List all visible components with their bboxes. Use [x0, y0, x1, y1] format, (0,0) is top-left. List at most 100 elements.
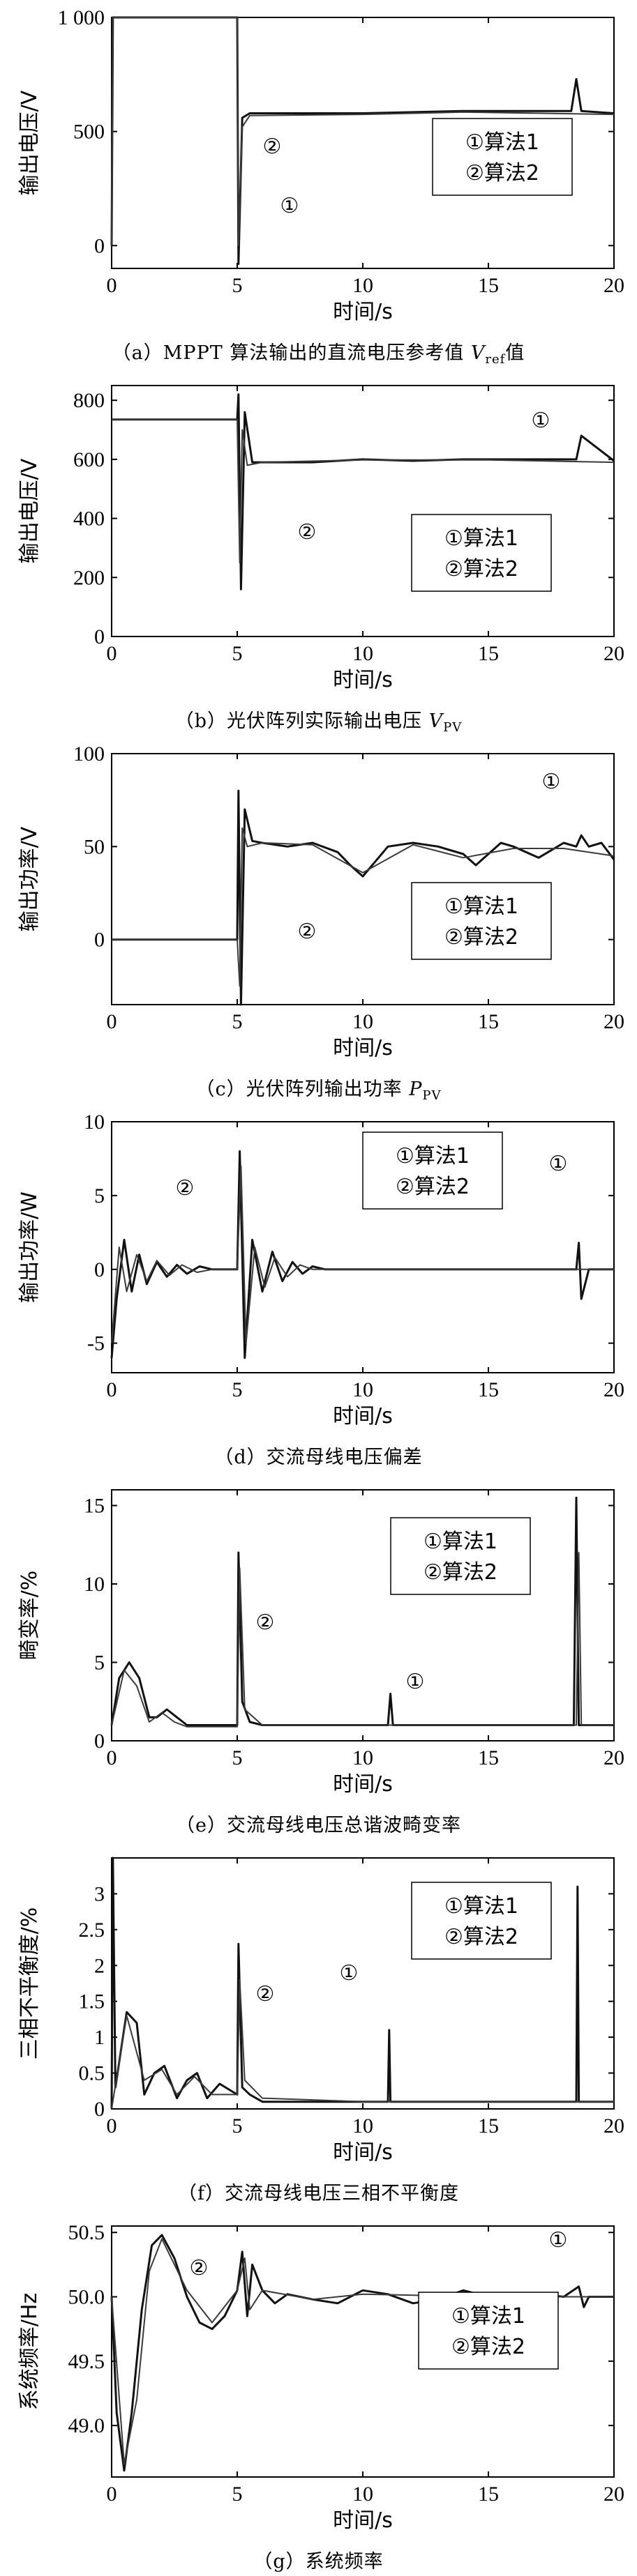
chart-c-caption: （c）光伏阵列输出功率 PPV [0, 1074, 637, 1103]
x-tick-label: 5 [232, 274, 243, 297]
chart-panel-c: 0 5 10 15 20 0 50 100 时间/s 输出功率/V ①算法1 ②算法2 ① ② （c）光伏… [0, 736, 637, 1104]
y-tick-label: 400 [73, 508, 105, 531]
y-tick-label: 5 [94, 1184, 105, 1207]
x-tick-label: 10 [352, 2114, 373, 2137]
series-line-2-panel-e [111, 1552, 614, 1728]
x-tick-label: 15 [478, 2114, 499, 2137]
y-axis-label: 输出电压/V [17, 458, 42, 563]
annotation-marker-1: ② [176, 1176, 195, 1201]
legend-entry-1: ①算法1 [451, 2304, 525, 2329]
legend-entry-1: ①算法1 [444, 526, 518, 551]
y-tick-label: 100 [73, 742, 105, 765]
chart-e-plot: 0 5 10 15 20 0 5 10 15 时间/s 畸变率/% ①算法1 ②算法2 ② ① [17, 1489, 624, 1797]
y-axis-label: 输出功率/W [17, 1191, 42, 1303]
x-tick-label: 0 [107, 1746, 117, 1769]
chart-d-caption: （d）交流母线电压偏差 [0, 1442, 637, 1469]
y-tick-label: 3 [94, 1882, 105, 1905]
x-axis-label: 时间/s [333, 1036, 393, 1060]
caption-d-prefix: （d）交流母线电压偏差 [214, 1447, 423, 1468]
caption-b-prefix: （b）光伏阵列实际输出电压 [174, 710, 429, 732]
y-axis-label: 输出电压/V [17, 90, 42, 195]
legend-entry-2: ②算法2 [465, 161, 539, 185]
chart-b-caption: （b）光伏阵列实际输出电压 VPV [0, 706, 637, 735]
legend-entry-1: ①算法1 [465, 130, 539, 155]
y-tick-label: 1 000 [58, 6, 105, 29]
legend-entry-1: ①算法1 [444, 894, 518, 919]
y-tick-label: 0 [94, 2098, 105, 2121]
series-line-2-panel-b [112, 418, 615, 564]
x-tick-label: 10 [352, 274, 373, 297]
chart-panel-a: 0 5 10 15 20 0 500 1 000 时间/s 输出电压/V ①算法1 ②算法2 ② ① （a… [0, 0, 637, 368]
x-tick-label: 0 [107, 642, 117, 665]
x-tick-label: 20 [604, 274, 624, 297]
caption-c-var: P [409, 1079, 423, 1100]
x-tick-label: 0 [107, 1378, 117, 1401]
y-tick-label: 200 [73, 566, 105, 589]
legend-box [362, 1131, 503, 1210]
x-axis-label: 时间/s [333, 1772, 393, 1797]
legend-entry-1: ①算法1 [396, 1144, 470, 1168]
legend-box [411, 1882, 552, 1960]
annotation-marker-1: ② [256, 1982, 275, 2006]
legend-entry-2: ②算法2 [444, 557, 518, 581]
y-tick-label: 0 [94, 929, 105, 952]
annotation-marker-1: ① [542, 770, 561, 794]
y-tick-label: 0 [94, 1730, 105, 1753]
legend-entry-2: ②算法2 [424, 1560, 497, 1585]
legend-box [390, 1517, 531, 1595]
y-tick-label: 1 [94, 2026, 105, 2049]
legend-entry-1: ①算法1 [444, 1894, 518, 1919]
chart-panel-b: 0 5 10 15 20 0 200 400 600 800 时间/s 输出电压/V ①算法1 ②算法2 ①… [0, 368, 637, 736]
y-tick-label: 10 [84, 1111, 105, 1134]
chart-a-caption: （a）MPPT 算法输出的直流电压参考值 Vref值 [0, 337, 637, 367]
x-tick-label: 15 [478, 274, 499, 297]
annotation-marker-2: ② [298, 920, 317, 944]
y-tick-label: 600 [73, 448, 105, 471]
x-tick-label: 5 [232, 1746, 243, 1769]
annotation-marker-2: ② [298, 520, 317, 544]
annotation-marker-2: ① [406, 1670, 425, 1694]
y-tick-label: -5 [87, 1332, 105, 1355]
y-tick-label: 5 [94, 1652, 105, 1675]
y-tick-label: 0 [94, 234, 105, 257]
annotation-marker-1: ② [256, 1610, 275, 1635]
x-tick-label: 5 [232, 642, 243, 665]
caption-b-var: V [428, 710, 444, 732]
x-tick-label: 15 [478, 1746, 499, 1769]
x-tick-label: 20 [604, 642, 624, 665]
chart-panel-f: 0 5 10 15 20 0 0.5 1 1.5 2 2.5 3 时间/s 三相不平衡度/% ①算法1 ②算法… [0, 1840, 637, 2209]
caption-b-sub: PV [443, 720, 463, 735]
x-tick-label: 10 [352, 642, 373, 665]
x-tick-label: 0 [107, 2483, 117, 2506]
legend-entry-1: ①算法1 [424, 1530, 497, 1554]
x-tick-label: 0 [107, 274, 117, 297]
annotation-marker-1: ① [532, 409, 550, 433]
y-tick-label: 1.5 [79, 1990, 105, 2013]
x-tick-label: 0 [107, 2114, 117, 2137]
chart-f-caption: （f）交流母线电压三相不平衡度 [0, 2178, 637, 2205]
x-tick-label: 5 [232, 2114, 243, 2137]
x-tick-label: 10 [352, 1378, 373, 1401]
y-axis-label: 系统频率/Hz [17, 2293, 42, 2410]
legend-box [418, 2292, 559, 2370]
y-axis-label: 三相不平衡度/% [17, 1907, 42, 2060]
y-tick-label: 800 [73, 389, 105, 412]
series-line-2-panel-a [111, 17, 615, 247]
y-tick-label: 500 [73, 121, 105, 144]
x-tick-label: 10 [352, 1010, 373, 1033]
legend-entry-2: ②算法2 [451, 2335, 525, 2359]
chart-panel-e: 0 5 10 15 20 0 5 10 15 时间/s 畸变率/% ①算法1 ②算法2 ② ① （e）交流母… [0, 1472, 637, 1840]
x-tick-label: 0 [107, 1010, 117, 1033]
annotation-marker-2: ① [549, 1152, 568, 1176]
legend-entry-2: ②算法2 [396, 1175, 470, 1199]
x-axis-label: 时间/s [333, 300, 393, 324]
y-tick-label: 2.5 [79, 1919, 105, 1942]
legend-box [432, 118, 573, 196]
y-tick-label: 0 [94, 625, 105, 648]
x-tick-label: 20 [604, 2114, 624, 2137]
x-tick-label: 10 [352, 1746, 373, 1769]
plot-frame [111, 1489, 615, 1742]
y-tick-label: 10 [84, 1573, 105, 1596]
